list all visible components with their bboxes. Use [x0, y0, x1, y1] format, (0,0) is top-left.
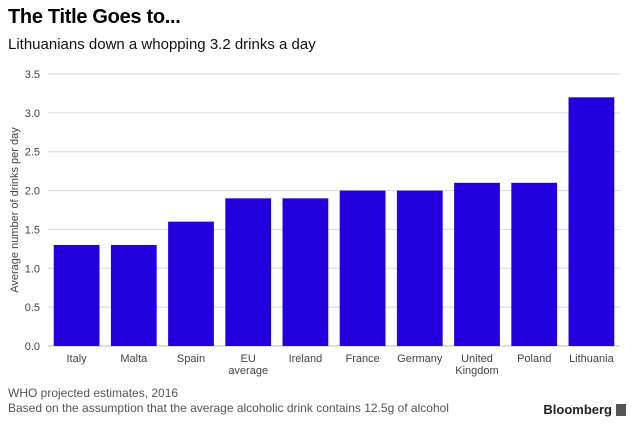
brand-mark-icon — [616, 403, 626, 416]
bar — [454, 182, 500, 346]
x-tick-label: Ireland — [289, 353, 323, 365]
y-tick-label: 2.0 — [25, 186, 40, 198]
x-tick-label: France — [345, 353, 379, 365]
assumption-note: Based on the assumption that the average… — [8, 401, 449, 415]
bar — [168, 221, 214, 346]
source-note: WHO projected estimates, 2016 — [8, 386, 179, 400]
bar — [225, 198, 272, 346]
y-tick-label: 1.0 — [25, 263, 40, 275]
x-tick-label: United Kingdom — [455, 353, 498, 377]
bar — [511, 182, 558, 346]
x-tick-label: EU average — [228, 353, 268, 377]
y-tick-label: 2.5 — [25, 147, 40, 159]
bar — [53, 244, 100, 346]
chart-subtitle: Lithuanians down a whopping 3.2 drinks a… — [8, 36, 316, 53]
y-tick-label: 1.5 — [25, 224, 40, 236]
x-tick-label: Malta — [120, 353, 148, 365]
y-tick-label: 0.5 — [25, 302, 40, 314]
x-tick-label: Poland — [517, 353, 551, 365]
bar — [110, 244, 157, 346]
bloomberg-logo: Bloomberg — [543, 402, 626, 417]
x-tick-label: Italy — [67, 353, 88, 365]
bar — [339, 190, 386, 346]
y-tick-label: 3.5 — [25, 69, 40, 81]
brand-name: Bloomberg — [543, 402, 612, 417]
x-tick-label: Germany — [397, 353, 443, 365]
y-tick-label: 3.0 — [25, 108, 40, 120]
y-tick-label: 0.0 — [25, 341, 40, 353]
y-axis-label: Average number of drinks per day — [9, 127, 21, 293]
bar — [396, 190, 443, 346]
x-tick-label: Spain — [177, 353, 205, 365]
x-tick-label: Lithuania — [569, 353, 615, 365]
bar — [568, 97, 615, 346]
chart-title: The Title Goes to... — [8, 6, 181, 28]
bar — [282, 198, 329, 346]
